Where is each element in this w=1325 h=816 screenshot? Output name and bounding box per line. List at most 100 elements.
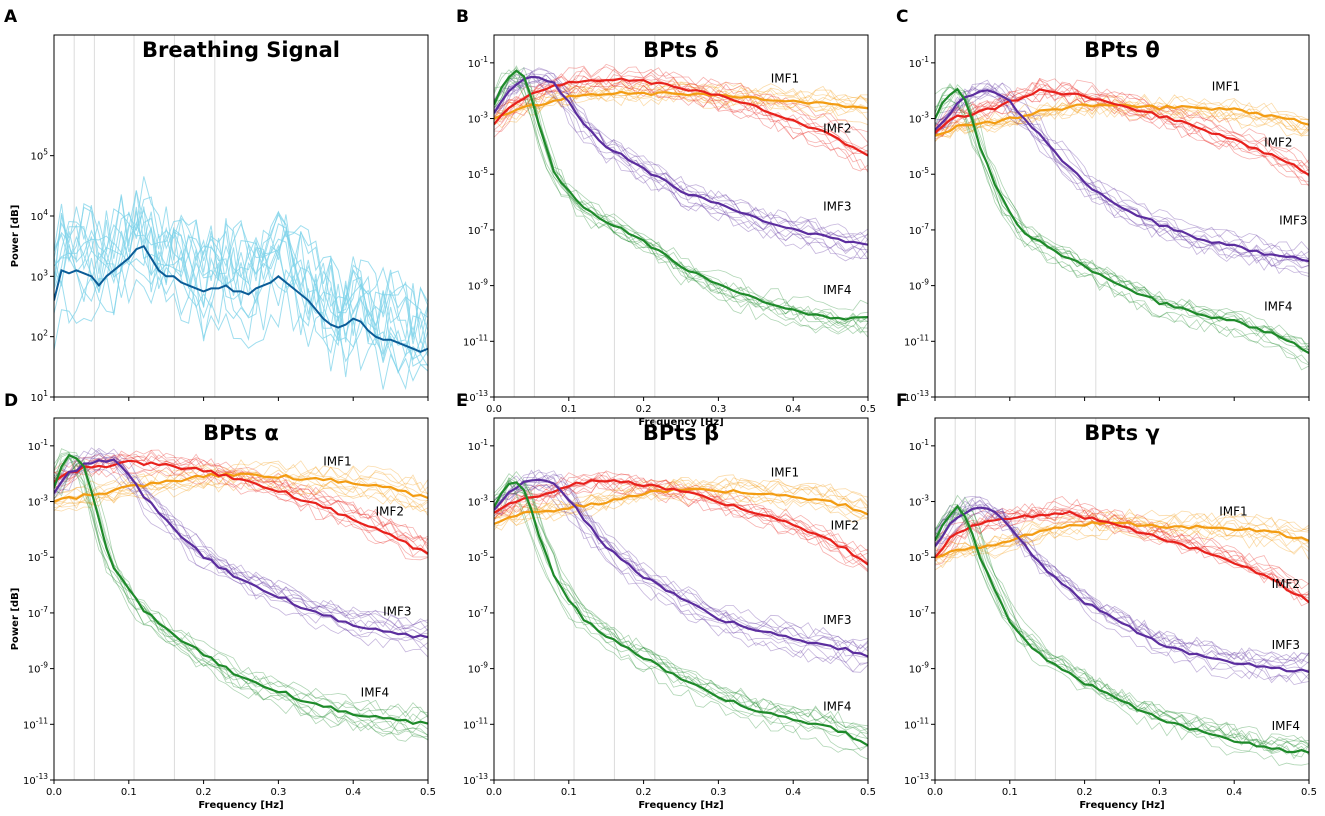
y-tick-label: 103 [30,268,48,283]
y-tick-label: 10-7 [909,222,929,237]
imf3-mean-line [494,75,868,246]
imf1-trial-line [935,524,1309,569]
imf4-trial-line [494,76,868,335]
imf3-mean-line [935,89,1309,263]
y-tick-label: 10-9 [909,278,929,293]
imf1-trial-line [494,480,868,520]
imf2-trial-line [935,84,1309,174]
imf4-label: IMF4 [823,283,851,297]
imf4-trial-line [935,100,1309,366]
imf2-mean-line [935,88,1309,176]
imf4-mean-line [54,453,428,725]
y-axis-label: Power [dB] [10,588,21,651]
panel-d: IMF1 IMF2 IMF3 IMF4 10-1 10-3 10-5 10-7 10-9 10-1… [4,391,436,811]
imf4-trial-line [494,479,868,730]
panel-f: IMF1 IMF2 IMF3 IMF4 10-1 10-3 10-5 10-7 10-9 10-1… [896,391,1317,811]
imf3-trial-line [54,448,428,626]
imf1-trial-line [935,104,1309,137]
panel-title: BPts α [203,421,279,445]
plot-area [54,447,428,742]
y-tick-label: 10-9 [468,661,488,676]
imf4-trial-line [54,459,428,737]
imf2-trial-line [494,471,868,553]
axes-frame [493,34,869,398]
imf4-trial-line [494,477,868,729]
imf2-trial-line [935,498,1309,590]
imf1-mean-line [935,521,1309,559]
imf4-trial-line [935,504,1309,754]
panel-letter: C [896,7,908,27]
imf4-trial-line [935,503,1309,752]
y-tick-label: 10-7 [468,605,488,620]
imf4-trial-line [494,470,868,732]
imf3-trial-line [935,94,1309,277]
imf4-trial-line [935,86,1309,351]
imf4-trial-line [494,480,868,751]
y-tick-label: 10-3 [468,494,488,509]
imf4-trial-line [494,491,868,760]
imf4-trial-line [494,65,868,325]
plot-area [935,77,1309,371]
imf1-trial-line [494,474,868,521]
x-tick-label: 0.1 [1002,787,1018,798]
imf2-trial-line [494,74,868,155]
imf2-trial-line [494,78,868,173]
imf3-trial-line [494,76,868,260]
x-tick-label: 0.4 [785,404,801,415]
imf1-trial-line [494,83,868,117]
imf1-trial-line [494,477,868,520]
imf3-mean-line [494,478,868,658]
imf2-trial-line [494,66,868,150]
imf4-mean-line [935,87,1309,355]
imf3-label: IMF3 [383,605,411,619]
imf2-trial-line [494,474,868,563]
imf2-trial-line [494,480,868,572]
x-tick-label: 0.4 [1226,787,1242,798]
x-tick-label: 0.5 [860,787,876,798]
imf3-trial-line [494,80,868,262]
imf2-trial-line [935,79,1309,169]
imf4-trial-line [54,455,428,738]
x-tick-label: 0.0 [486,787,502,798]
imf2-trial-line [494,472,868,562]
imf2-trial-line [935,77,1309,172]
imf4-label: IMF4 [1264,300,1292,314]
breathing-trial-line [54,176,428,343]
x-axis-label: Frequency [Hz] [638,417,723,428]
imf3-trial-line [54,455,428,641]
imf2-trial-line [54,449,428,545]
imf2-trial-line [494,65,868,144]
imf3-trial-line [935,499,1309,663]
panel-letter: B [456,7,469,27]
y-tick-label: 10-5 [28,549,48,564]
imf2-mean-line [494,479,868,566]
x-tick-label: 0.2 [1077,787,1093,798]
breathing-trial-line [54,221,428,382]
imf3-trial-line [935,90,1309,268]
imf4-trial-line [494,79,868,338]
axes-frame [934,34,1310,398]
y-tick-label: 10-3 [468,111,488,126]
imf3-trial-line [494,483,868,673]
panel-letter: D [4,391,18,411]
x-tick-label: 0.1 [121,787,137,798]
y-tick-label: 10-5 [468,549,488,564]
x-tick-label: 0.1 [561,787,577,798]
imf1-trial-line [935,98,1309,137]
imf2-label: IMF2 [1272,577,1300,591]
y-tick-label: 10-7 [468,222,488,237]
imf1-mean-line [54,472,428,503]
imf3-trial-line [935,495,1309,665]
x-tick-label: 0.3 [710,404,726,415]
imf4-trial-line [494,76,868,329]
x-axis-label: Frequency [Hz] [198,800,283,811]
imf4-trial-line [935,87,1309,353]
x-tick-label: 0.3 [1151,787,1167,798]
y-tick-label: 10-11 [904,333,929,348]
imf4-trial-line [935,511,1309,745]
x-tick-label: 0.0 [927,787,943,798]
imf4-trial-line [935,510,1309,758]
imf4-trial-line [494,80,868,333]
imf3-label: IMF3 [823,199,851,213]
